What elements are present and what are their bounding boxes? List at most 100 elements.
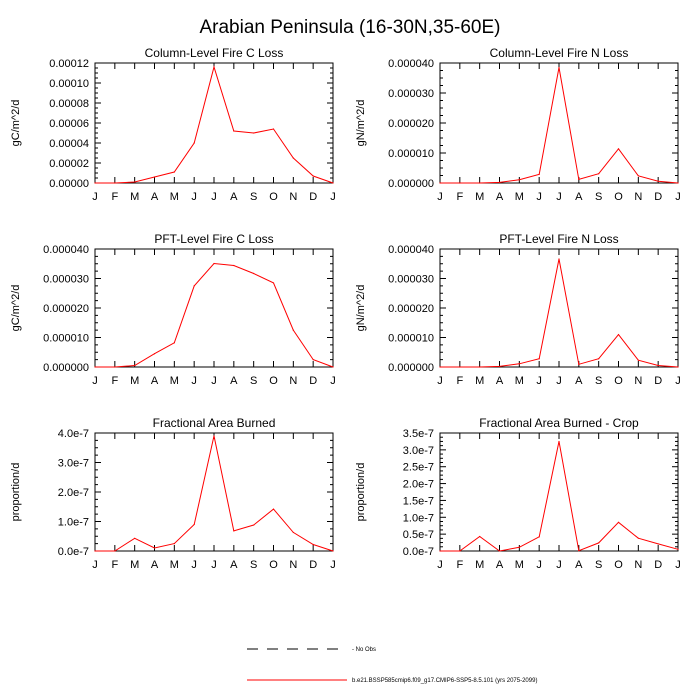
x-tick-label: S — [595, 191, 602, 203]
data-point — [538, 173, 540, 175]
data-point — [332, 550, 334, 552]
x-tick-label: M — [170, 191, 179, 203]
y-tick-label: 0.00002 — [49, 158, 89, 170]
data-point — [637, 359, 639, 361]
data-point — [134, 181, 136, 183]
x-tick-label: F — [111, 191, 118, 203]
y-tick-label: 1.0e-7 — [403, 512, 434, 524]
data-point — [498, 550, 501, 552]
x-tick-label: A — [575, 559, 583, 571]
x-tick-label: A — [496, 559, 504, 571]
x-tick-label: A — [230, 559, 238, 571]
x-tick-label: F — [456, 375, 463, 387]
y-tick-label: 0.000030 — [43, 274, 89, 286]
x-tick-label: M — [475, 559, 484, 571]
panel-title: PFT-Level Fire N Loss — [499, 232, 618, 246]
x-tick-label: N — [634, 375, 642, 387]
data-point — [193, 142, 195, 144]
data-point — [114, 366, 116, 368]
y-tick-label: 3.0e-7 — [403, 445, 434, 457]
data-point — [518, 179, 520, 181]
data-point — [272, 128, 275, 130]
data-point — [213, 262, 215, 265]
x-tick-label: O — [614, 559, 623, 571]
y-tick-label: 0.00006 — [49, 118, 89, 130]
x-tick-label: J — [556, 191, 562, 203]
x-tick-label: A — [151, 191, 159, 203]
y-tick-label: 0.000040 — [43, 244, 89, 256]
data-point — [637, 175, 639, 177]
data-point — [677, 182, 679, 184]
data-point — [332, 182, 334, 184]
x-tick-label: D — [654, 559, 662, 571]
panel-title: Fractional Area Burned — [153, 416, 276, 430]
data-point — [153, 176, 156, 178]
plot-frame — [94, 248, 334, 368]
y-tick-label: 0.000010 — [388, 333, 434, 345]
x-tick-label: J — [437, 375, 443, 387]
x-tick-label: S — [250, 375, 257, 387]
x-tick-label: O — [269, 375, 278, 387]
x-tick-label: J — [536, 375, 542, 387]
y-tick-label: 0.000000 — [388, 362, 434, 374]
data-point — [292, 531, 294, 534]
x-tick-label: M — [515, 375, 524, 387]
x-tick-label: M — [475, 375, 484, 387]
data-point — [173, 342, 175, 344]
data-point — [657, 364, 659, 367]
data-point — [558, 258, 560, 260]
data-point — [558, 66, 560, 69]
data-point — [637, 537, 639, 539]
x-tick-label: D — [654, 191, 662, 203]
data-point — [94, 366, 96, 368]
x-tick-label: M — [475, 191, 484, 203]
y-axis-label: proportion/d — [355, 463, 367, 522]
data-point — [253, 132, 255, 134]
x-tick-label: D — [309, 559, 317, 571]
x-tick-label: D — [309, 191, 317, 203]
x-tick-label: J — [536, 559, 542, 571]
x-tick-label: D — [654, 375, 662, 387]
y-tick-label: 0.5e-7 — [403, 529, 434, 541]
y-axis-label: gN/m^2/d — [355, 100, 367, 147]
data-point — [292, 157, 294, 159]
data-point — [272, 282, 275, 284]
data-point — [114, 182, 116, 184]
data-point — [657, 180, 659, 182]
x-tick-label: A — [151, 559, 159, 571]
legend: - No Obs b.e21.BSSP585cmip6.f09_g17.CMIP… — [247, 647, 537, 684]
data-point — [657, 543, 659, 545]
x-tick-label: J — [92, 191, 98, 203]
x-tick-label: J — [675, 191, 681, 203]
data-point — [193, 285, 195, 287]
y-tick-label: 4.0e-7 — [58, 428, 89, 440]
x-tick-label: J — [556, 375, 562, 387]
y-tick-label: 1.5e-7 — [403, 495, 434, 507]
y-tick-label: 0.000040 — [388, 58, 434, 70]
series-line — [95, 262, 334, 368]
x-tick-label: S — [595, 559, 602, 571]
series-line — [95, 65, 334, 184]
data-point — [558, 440, 560, 443]
y-tick-label: 2.5e-7 — [403, 462, 434, 474]
series-line — [440, 67, 679, 184]
data-point — [677, 366, 679, 368]
x-tick-label: M — [515, 559, 524, 571]
y-tick-label: 0.00008 — [49, 98, 89, 110]
x-tick-label: J — [211, 375, 217, 387]
y-tick-label: 0.000030 — [388, 274, 434, 286]
x-tick-label: J — [437, 191, 443, 203]
plot-frame — [439, 62, 679, 184]
y-tick-label: 0.000010 — [388, 148, 434, 160]
data-point — [617, 148, 620, 150]
data-point — [94, 550, 96, 552]
y-axis-label: gC/m^2/d — [10, 285, 22, 332]
x-tick-label: J — [330, 559, 336, 571]
data-point — [617, 333, 620, 336]
x-tick-label: F — [456, 559, 463, 571]
x-tick-label: M — [130, 191, 139, 203]
